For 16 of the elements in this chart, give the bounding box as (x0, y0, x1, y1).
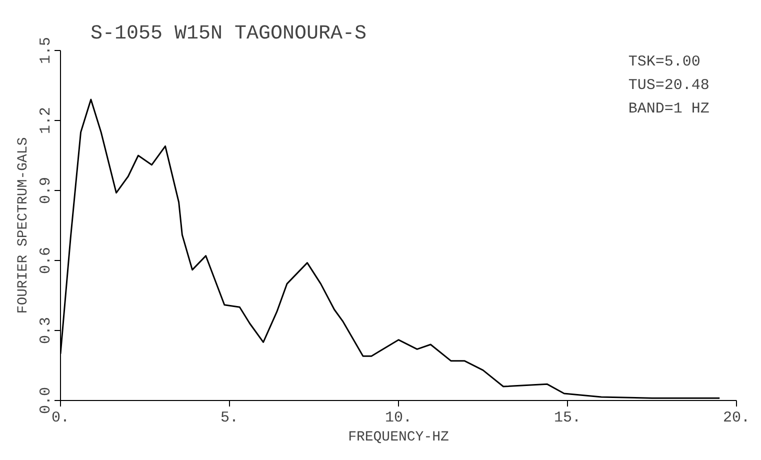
x-tick-label: 20. (723, 410, 750, 426)
y-tick-label: 0.9 (38, 176, 54, 204)
x-tick-label: 15. (554, 410, 582, 426)
y-tick-label: 1.5 (38, 36, 54, 64)
x-tick-label: 5. (220, 410, 239, 426)
y-tick-label: 0.6 (38, 246, 54, 274)
y-axis-title: FOURIER SPECTRUM-GALS (16, 137, 32, 314)
x-tick-label: 10. (385, 410, 412, 426)
annotation: TUS=20.48 (628, 77, 710, 94)
x-axis-title: FREQUENCY-HZ (348, 430, 449, 446)
x-tick-label: 0. (52, 410, 70, 426)
annotation: TSK=5.00 (628, 54, 700, 71)
y-tick-label: 1.2 (38, 106, 54, 134)
chart-title: S-1055 W15N TAGONOURA-S (90, 22, 367, 46)
y-tick-label: 0.3 (38, 316, 54, 344)
annotation: BAND=1 HZ (628, 100, 710, 118)
